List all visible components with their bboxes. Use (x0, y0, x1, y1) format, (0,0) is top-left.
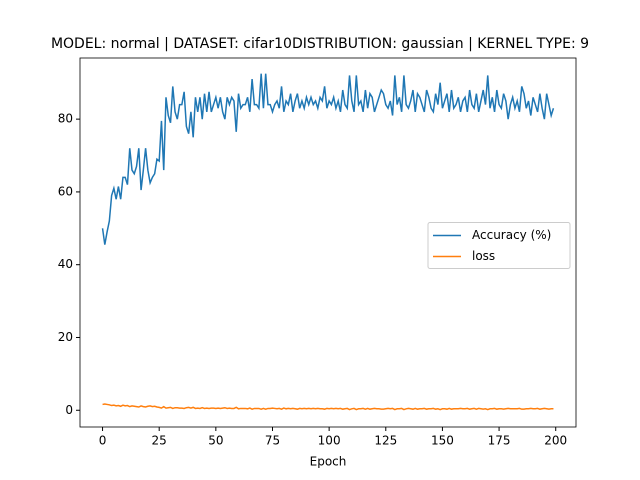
x-tick-label: 25 (152, 434, 167, 448)
x-tick-label: 100 (318, 434, 341, 448)
series-line (102, 403, 554, 411)
y-tick-label: 80 (58, 112, 73, 126)
y-tick-label: 20 (58, 330, 73, 344)
x-axis-label: Epoch (310, 455, 347, 469)
x-tick-label: 150 (431, 434, 454, 448)
x-tick-label: 75 (265, 434, 280, 448)
series-line (101, 73, 555, 245)
x-tick-label: 0 (99, 434, 107, 448)
axes-frame (79, 57, 577, 428)
legend-label: loss (472, 249, 495, 263)
x-tick-label: 200 (544, 434, 567, 448)
y-tick-label: 60 (58, 184, 73, 198)
y-tick-label: 0 (65, 403, 73, 417)
x-tick-label: 50 (208, 434, 223, 448)
x-tick-label: 175 (488, 434, 511, 448)
x-tick-label: 125 (374, 434, 397, 448)
legend-box (427, 222, 571, 269)
chart-title: MODEL: normal | DATASET: cifar10DISTRIBU… (51, 36, 589, 52)
legend: Accuracy (%) loss (427, 222, 571, 269)
legend-label: Accuracy (%) (472, 228, 551, 242)
y-tick-label: 40 (58, 257, 73, 271)
